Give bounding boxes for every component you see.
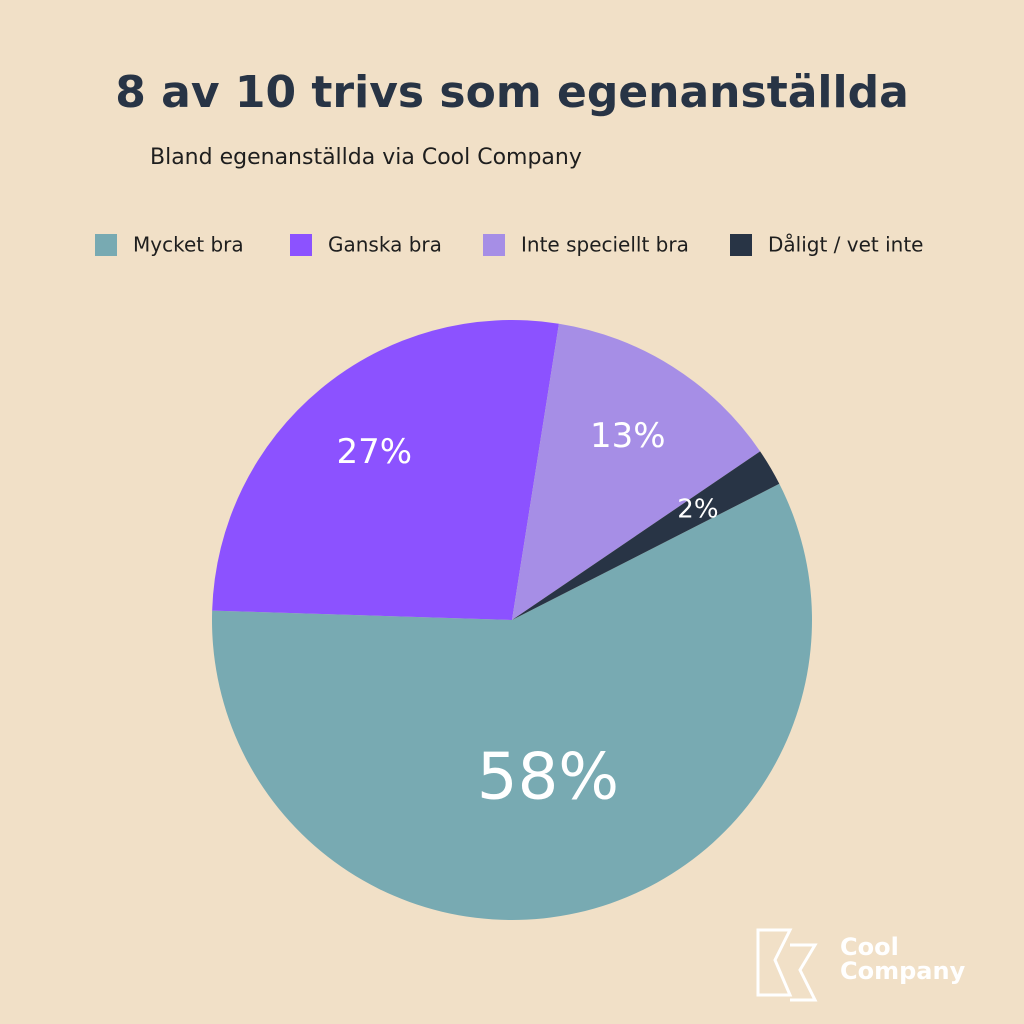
pie-slice <box>211 483 812 920</box>
legend-swatch <box>95 234 117 256</box>
data-label: 58% <box>477 741 619 815</box>
legend-label: Mycket bra <box>133 233 244 257</box>
data-label: 13% <box>590 416 666 456</box>
logo-text: Company <box>840 957 966 985</box>
logo-icon <box>756 928 818 1002</box>
chart-title: 8 av 10 trivs som egenanställda <box>115 67 909 118</box>
pie-slice <box>512 451 780 620</box>
legend-label: Ganska bra <box>328 233 442 257</box>
data-label: 2% <box>677 495 718 525</box>
data-label: 27% <box>337 432 413 472</box>
legend-swatch <box>483 234 505 256</box>
legend-swatch <box>730 234 752 256</box>
legend-swatch <box>290 234 312 256</box>
pie-slice <box>512 323 761 620</box>
legend-label: Inte speciellt bra <box>521 233 689 257</box>
pie-slice <box>212 319 559 620</box>
logo: Cool Company <box>756 928 966 1002</box>
logo-text: Cool <box>840 933 899 961</box>
legend-label: Dåligt / vet inte <box>768 233 923 257</box>
chart-subtitle: Bland egenanställda via Cool Company <box>150 145 582 170</box>
